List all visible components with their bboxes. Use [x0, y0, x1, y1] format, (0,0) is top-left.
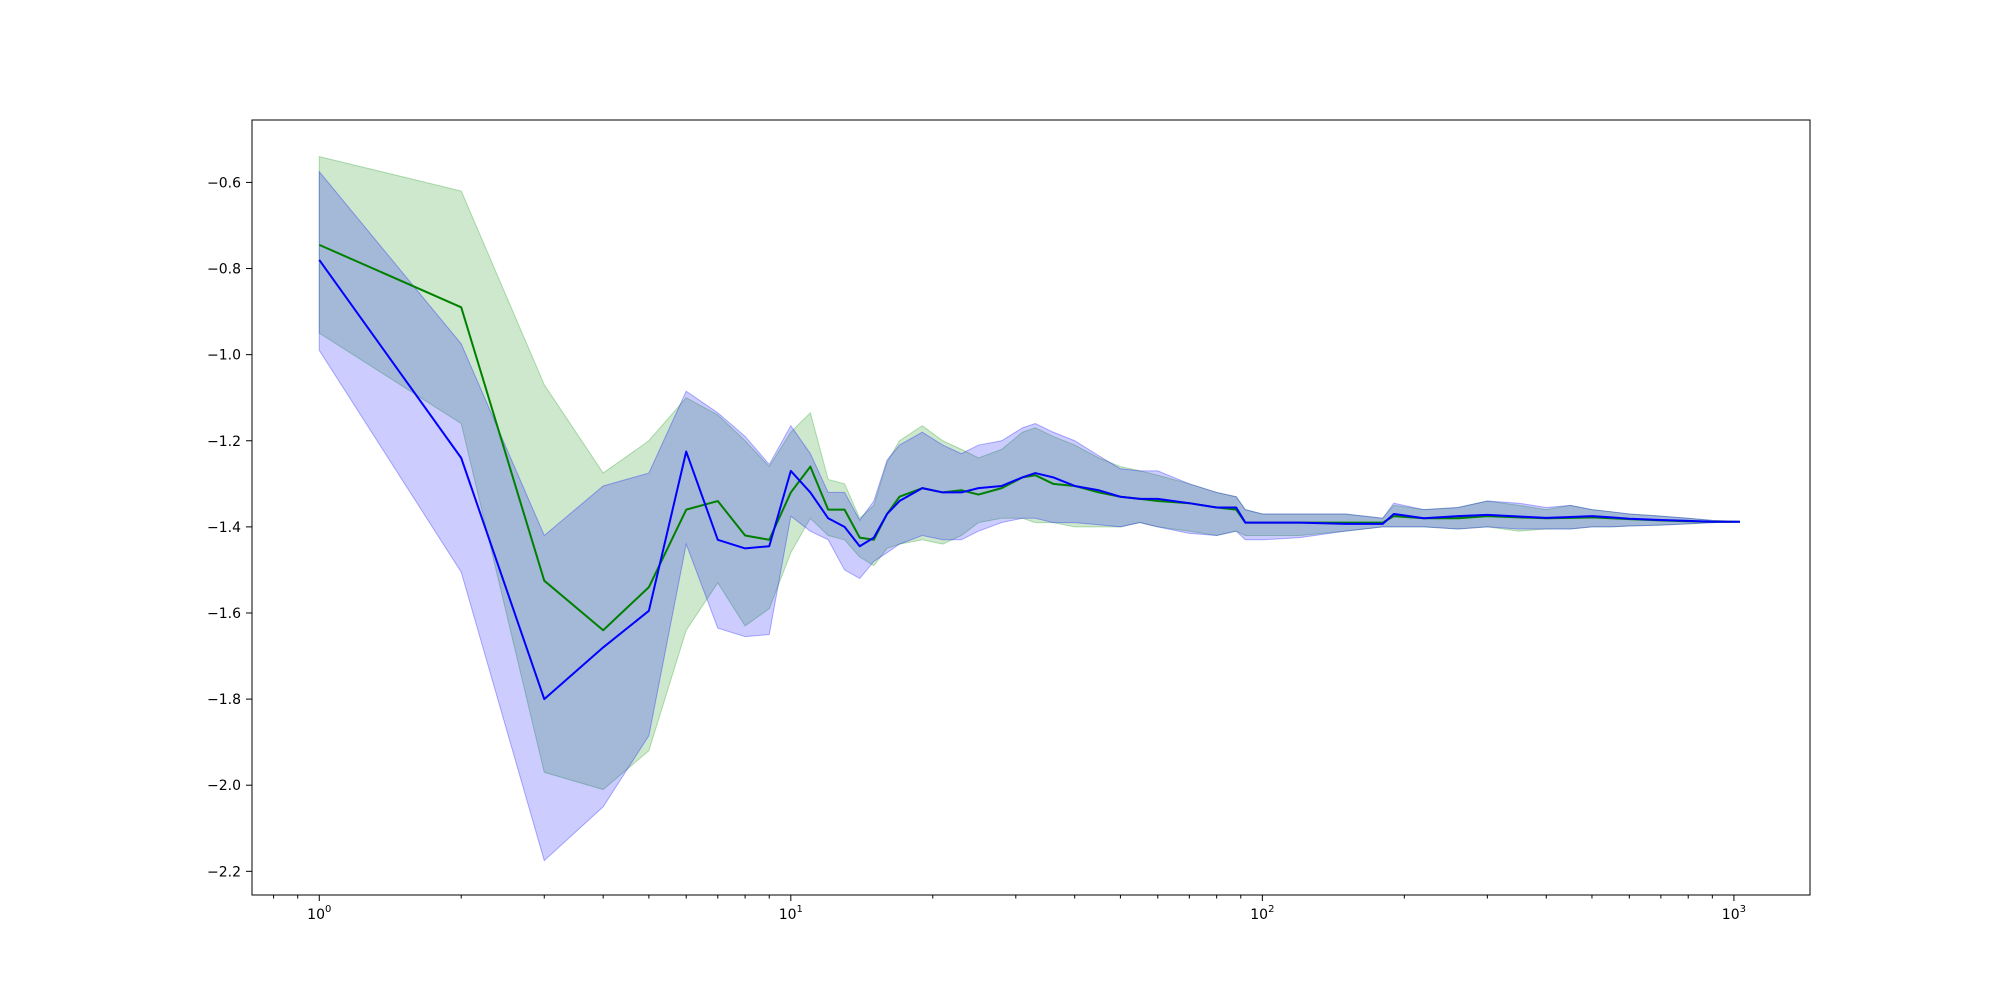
x-axis: 100 101 102 103 — [273, 895, 1746, 923]
series-2-line — [318, 259, 1740, 701]
y-tick-label: −0.8 — [207, 262, 241, 278]
y-tick-label: −1.4 — [207, 520, 241, 536]
y-tick-label: −1.0 — [207, 348, 241, 364]
y-tick-label: −2.0 — [207, 778, 241, 794]
y-tick-label: −1.6 — [207, 606, 241, 622]
x-tick-label: 100 — [307, 904, 331, 923]
x-tick-label: 102 — [1250, 904, 1274, 923]
y-tick-label: −2.2 — [207, 864, 241, 880]
y-tick-label: −0.6 — [207, 175, 241, 191]
series-lines — [318, 243, 1740, 701]
x-tick-label: 103 — [1722, 904, 1746, 923]
y-tick-label: −1.2 — [207, 434, 241, 450]
y-axis: −0.6 −0.8 −1.0 −1.2 −1.4 −1.6 −1.8 −2.0 −2.2 — [207, 175, 252, 880]
plot-frame — [251, 119, 1811, 896]
x-tick-label: 101 — [779, 904, 803, 923]
y-tick-label: −1.8 — [207, 692, 241, 708]
